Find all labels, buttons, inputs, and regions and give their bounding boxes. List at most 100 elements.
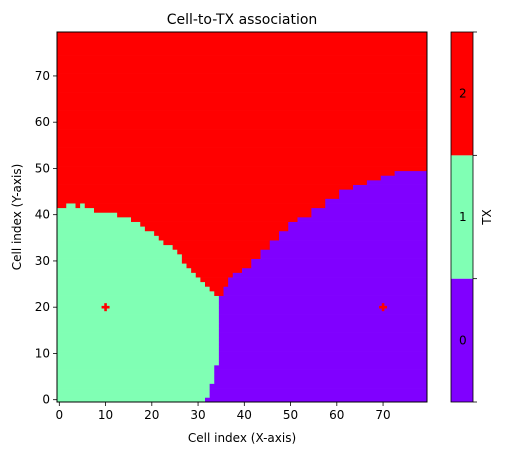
x-tick-label: 30 [190,408,205,422]
heatmap-cell-run [57,328,220,333]
y-tick-label: 50 [35,161,50,175]
x-tick-label: 20 [144,408,159,422]
heatmap-cell-run [57,341,220,347]
heatmap-cell-run [205,281,229,287]
y-tick-label: 0 [42,393,50,407]
heatmap [57,32,428,403]
heatmap-cell-run [131,217,298,222]
heatmap-cell-run [158,235,280,241]
x-axis-label: Cell index (X-axis) [188,431,296,445]
heatmap-cell-run [209,392,428,398]
heatmap-cell-run [218,351,428,357]
heatmap-cell-run [218,295,428,301]
heatmap-cell-run [57,355,220,361]
x-tick-label: 70 [375,408,390,422]
heatmap-cell-run [57,133,428,139]
heatmap-cell-run [279,230,428,236]
heatmap-cell-run [57,129,428,135]
transmitter-markers [101,303,388,312]
heatmap-cell-run [57,397,206,403]
heatmap-cell-run [57,124,428,130]
heatmap-cell-run [57,87,428,93]
y-axis-label: Cell index (Y-axis) [10,164,24,271]
heatmap-cell-run [57,346,220,352]
heatmap-cell-run [117,212,312,218]
heatmap-cell-run [297,217,428,222]
heatmap-cell-run [57,32,428,37]
x-tick-label: 60 [329,408,344,422]
heatmap-cell-run [218,300,428,306]
heatmap-cell-run [57,291,215,296]
heatmap-cell-run [57,198,326,204]
heatmap-cell-run [57,383,210,389]
chart-title: Cell-to-TX association [167,12,318,28]
heatmap-cell-run [214,369,428,375]
heatmap-cell-run [218,360,428,366]
heatmap-cell-run [57,203,67,209]
heatmap-cell-run [57,110,428,116]
heatmap-cell-run [57,244,173,250]
heatmap-cell-run [57,230,155,236]
heatmap-cell-run [214,365,428,370]
heatmap-cell-run [288,226,428,232]
heatmap-cell-run [353,184,428,190]
heatmap-cell-run [325,198,428,204]
heatmap-cell-run [57,119,428,125]
heatmap-cell-run [144,226,289,232]
heatmap-cell-run [57,147,428,153]
heatmap-cell-run [209,383,428,389]
heatmap-cell-run [218,314,428,320]
heatmap-cell-run [57,300,220,306]
heatmap-cell-run [57,170,395,176]
heatmap-cell-run [209,286,224,292]
heatmap-cell-run [57,156,428,162]
heatmap-cell-run [269,244,428,250]
heatmap-cell-run [223,291,428,296]
y-tick-label: 30 [35,254,50,268]
heatmap-cell-run [279,235,428,241]
heatmap-cell-run [57,254,183,259]
colorbar-tick-label: 2 [459,87,467,101]
x-axis-ticks: 0 10 20 30 40 50 60 70 [55,402,391,422]
heatmap-cell-run [163,240,271,246]
heatmap-cell-run [57,217,132,222]
heatmap-cell-run [57,82,428,88]
x-tick-label: 50 [283,408,298,422]
heatmap-cell-run [232,272,428,278]
heatmap-cell-run [186,263,252,269]
heatmap-cell-run [218,309,428,315]
heatmap-cell-run [57,295,220,301]
heatmap-cell-run [394,170,428,176]
heatmap-cell-run [57,193,340,199]
heatmap-cell-run [57,161,428,167]
heatmap-cell-run [57,189,340,195]
heatmap-cell-run [57,212,118,218]
heatmap-cell-run [57,369,215,375]
heatmap-cell-run [57,96,428,102]
heatmap-cell-run [57,258,183,264]
heatmap-cell-run [57,166,428,172]
heatmap-cell-run [57,378,215,384]
heatmap-cell-run [154,230,280,236]
heatmap-cell-run [200,277,229,283]
heatmap-cell-run [57,59,428,65]
heatmap-cell-run [66,203,76,209]
transmitter-marker [379,303,388,312]
heatmap-cell-run [325,203,428,209]
heatmap-cell-run [57,143,428,148]
heatmap-cell-run [57,45,428,51]
heatmap-cell-run [177,249,261,255]
heatmap-cell-run [57,337,220,343]
heatmap-cell-run [57,332,220,338]
heatmap-cell-run [218,318,428,324]
heatmap-cell-run [269,240,428,246]
heatmap-cell-run [57,226,146,232]
heatmap-cell-run [57,365,215,370]
heatmap-cell-run [57,41,428,47]
heatmap-cell-run [57,184,354,190]
heatmap-cell-run [228,277,428,283]
heatmap-cell-run [311,212,428,218]
y-tick-label: 60 [35,115,50,129]
heatmap-cell-run [57,277,201,283]
x-tick-label: 0 [55,408,63,422]
